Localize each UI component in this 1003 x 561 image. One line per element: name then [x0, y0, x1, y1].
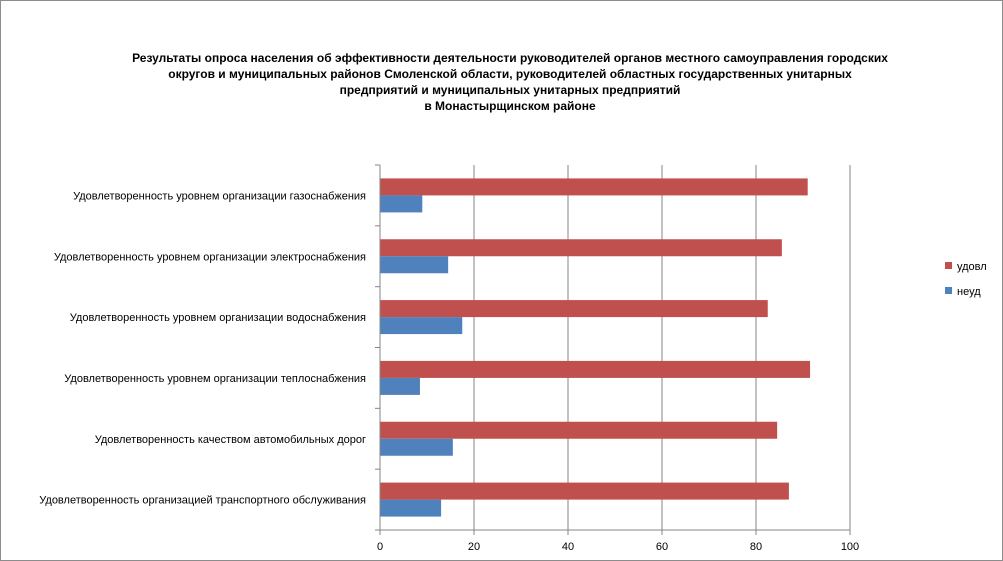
bar-udovl: [380, 482, 789, 500]
category-label: Удовлетворенность организацией транспорт…: [39, 495, 366, 507]
category-label: Удовлетворенность уровнем организации га…: [73, 190, 366, 202]
legend-entry: удовл: [957, 261, 987, 273]
bar-neud: [380, 195, 423, 213]
bar-udovl: [380, 300, 768, 318]
title-line-2: округов и муниципальных районов Смоленск…: [168, 67, 852, 81]
x-tick-label: 40: [562, 541, 574, 553]
category-label: Удовлетворенность качеством автомобильны…: [95, 434, 366, 446]
bar-neud: [380, 438, 453, 456]
category-label: Удовлетворенность уровнем организации во…: [70, 312, 366, 324]
category-label: Удовлетворенность уровнем организации эл…: [54, 251, 366, 263]
bar-neud: [380, 317, 463, 335]
x-tick-label: 0: [377, 541, 383, 553]
legend-swatch: [945, 287, 952, 294]
bar-udovl: [380, 421, 778, 439]
x-tick-label: 100: [841, 541, 859, 553]
bar-neud: [380, 499, 442, 517]
bar-neud: [380, 256, 449, 274]
title-line-4: в Монастырщинском районе: [424, 99, 596, 113]
category-label: Удовлетворенность уровнем организации те…: [64, 373, 366, 385]
chart-title: Результаты опроса населения об эффективн…: [90, 50, 930, 114]
bar-udovl: [380, 360, 811, 378]
title-line-1: Результаты опроса населения об эффективн…: [132, 51, 888, 65]
bar-neud: [380, 377, 420, 395]
x-tick-label: 20: [468, 541, 480, 553]
legend-swatch: [945, 262, 952, 269]
bar-udovl: [380, 239, 782, 257]
x-tick-label: 80: [750, 541, 762, 553]
legend-entry: неуд: [957, 286, 981, 298]
bar-udovl: [380, 178, 808, 196]
x-tick-label: 60: [656, 541, 668, 553]
title-line-3: предприятий и муниципальных унитарных пр…: [339, 83, 681, 97]
